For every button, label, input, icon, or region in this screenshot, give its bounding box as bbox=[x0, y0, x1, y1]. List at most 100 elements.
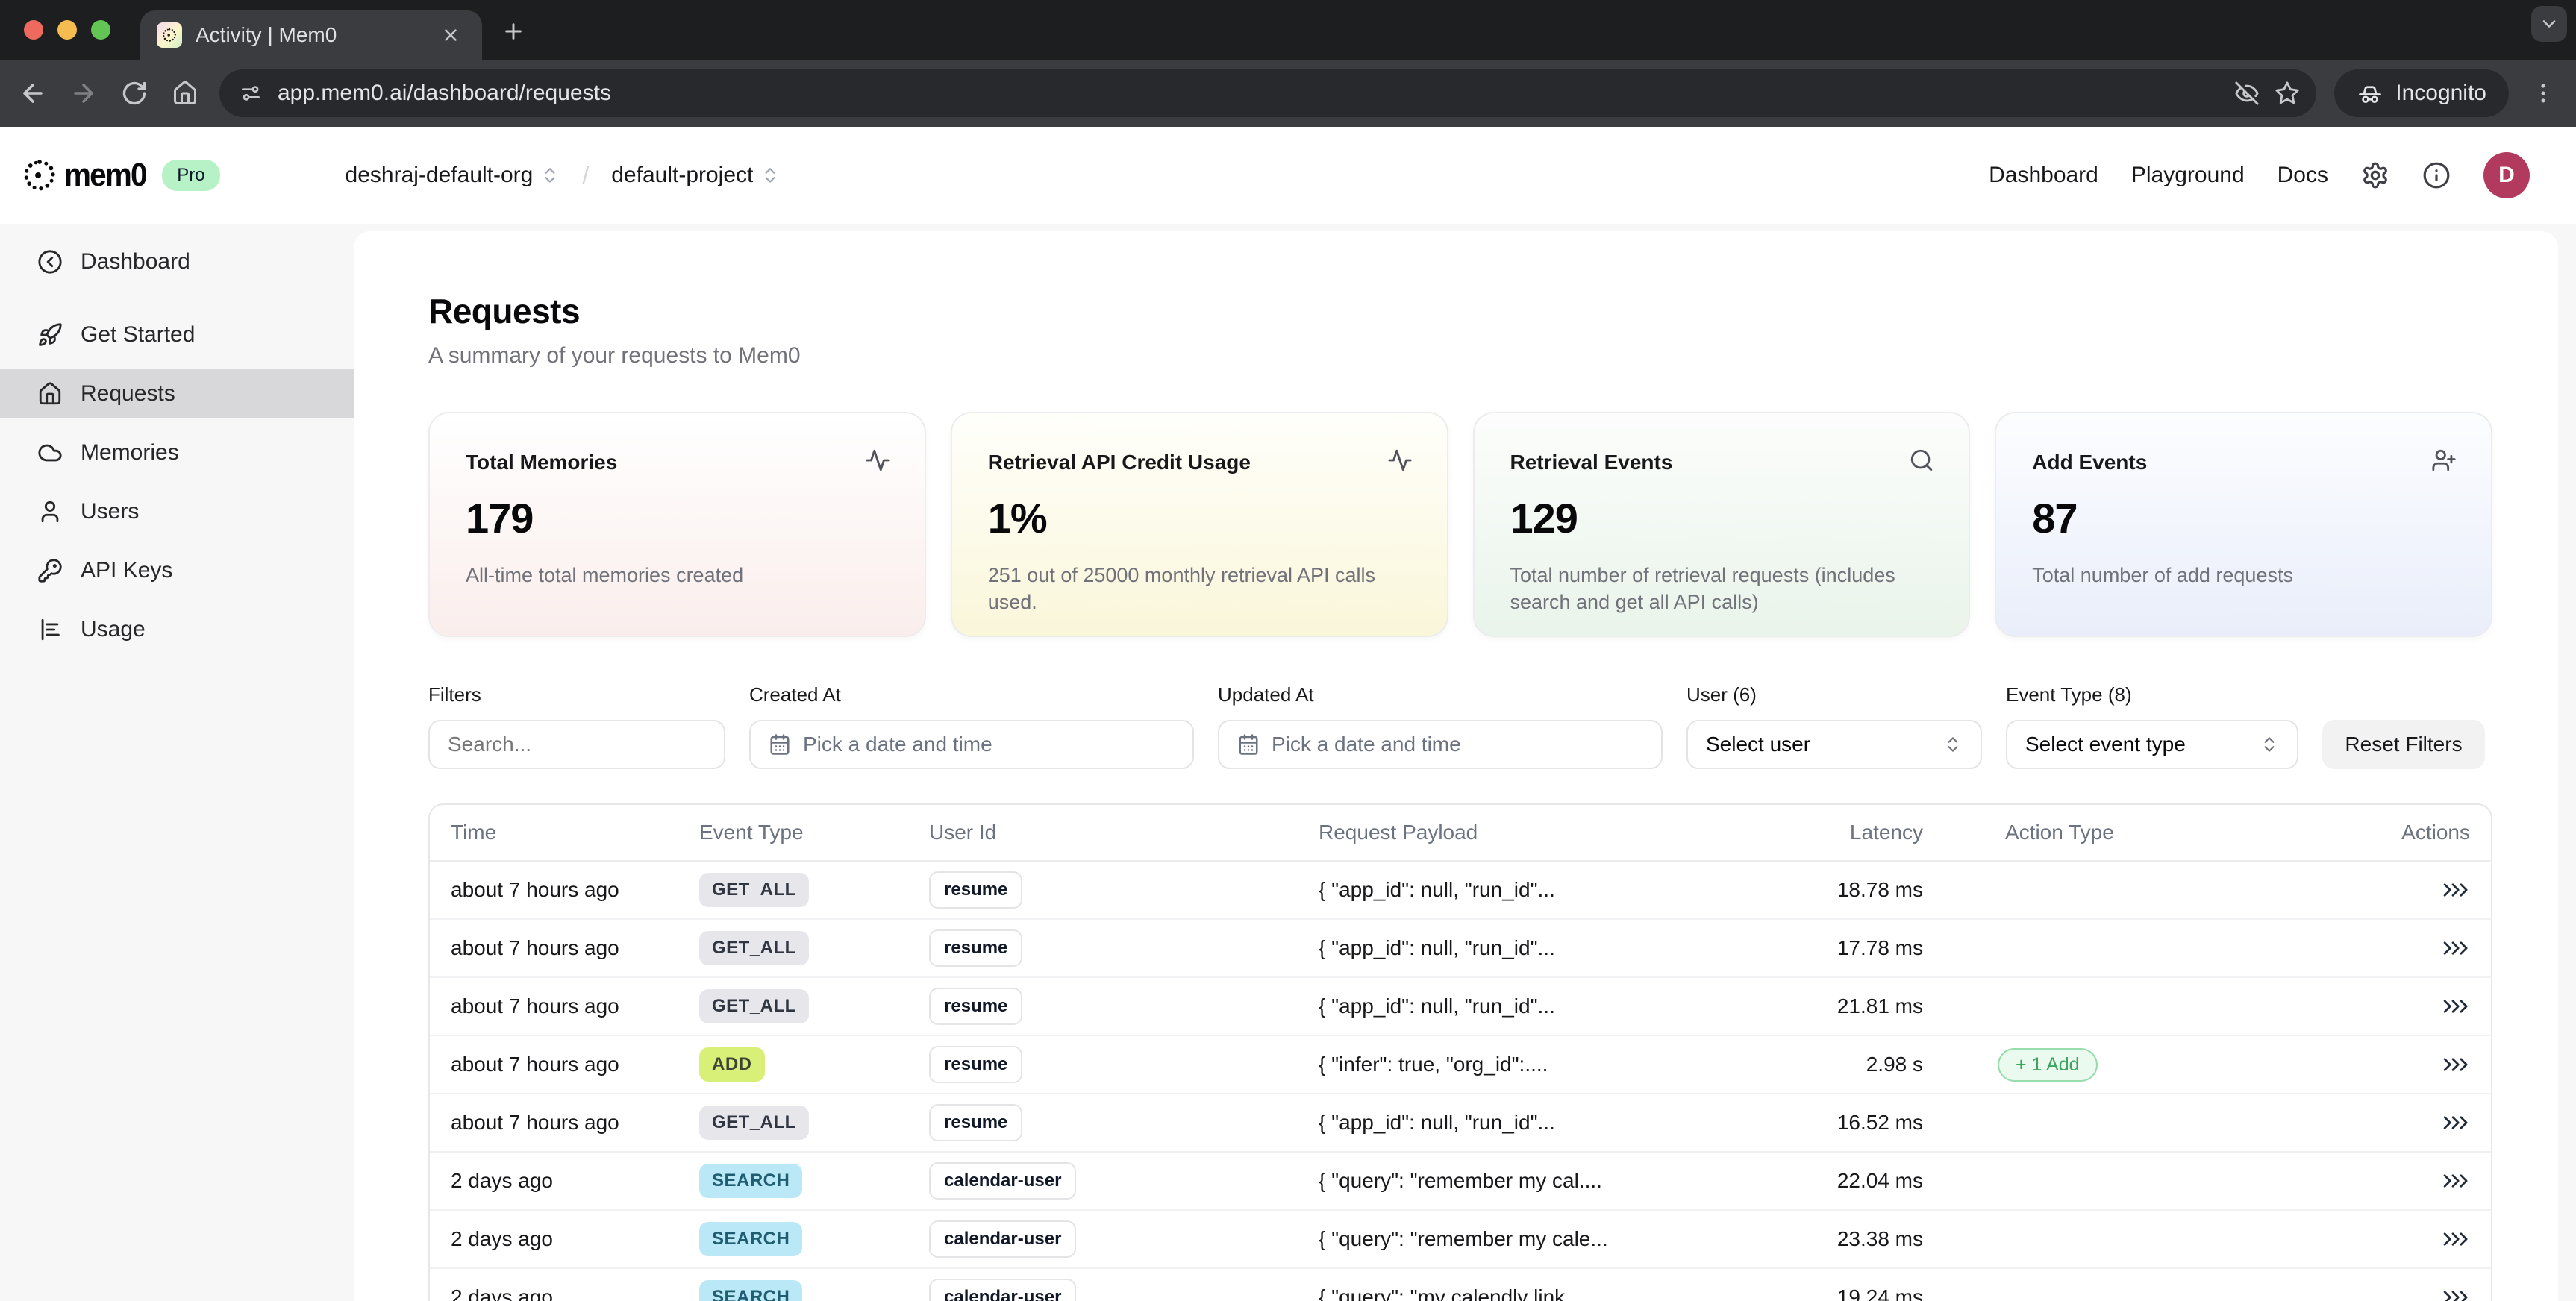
requests-table: Time Event Type User Id Request Payload … bbox=[428, 803, 2492, 1301]
app-header: mem0 Pro deshraj-default-org / default-p… bbox=[0, 127, 2576, 224]
stat-cards: Total Memories 179 All-time total memori… bbox=[428, 412, 2492, 637]
tab-close-icon[interactable] bbox=[436, 20, 466, 50]
sidebar-item-label: Users bbox=[81, 499, 140, 524]
col-actions: Actions bbox=[2401, 821, 2470, 844]
updated-at-picker[interactable]: Pick a date and time bbox=[1218, 720, 1663, 769]
sidebar-item-requests[interactable]: Requests bbox=[0, 369, 354, 418]
table-row[interactable]: about 7 hours ago GET_ALL resume { "app_… bbox=[430, 920, 2491, 978]
org-selector[interactable]: deshraj-default-org bbox=[346, 163, 560, 188]
address-bar[interactable]: app.mem0.ai/dashboard/requests bbox=[219, 69, 2317, 117]
nav-playground[interactable]: Playground bbox=[2130, 163, 2245, 187]
search-input[interactable] bbox=[428, 720, 725, 769]
url-text[interactable]: app.mem0.ai/dashboard/requests bbox=[278, 81, 611, 105]
project-selector[interactable]: default-project bbox=[611, 163, 780, 188]
gear-icon[interactable] bbox=[2361, 161, 2389, 189]
sidebar-item-memories[interactable]: Memories bbox=[0, 428, 354, 477]
updated-at-label: Updated At bbox=[1218, 683, 1314, 706]
incognito-icon bbox=[2357, 80, 2383, 107]
row-actions-icon[interactable] bbox=[2242, 937, 2470, 959]
created-at-placeholder: Pick a date and time bbox=[803, 733, 992, 756]
key-icon bbox=[37, 558, 63, 583]
bookmark-star-icon[interactable] bbox=[2275, 81, 2300, 106]
sidebar-item-api-keys[interactable]: API Keys bbox=[0, 546, 354, 595]
maximize-window-button[interactable] bbox=[91, 20, 110, 40]
event-type-badge: SEARCH bbox=[699, 1164, 803, 1198]
cell-payload: { "query": "remember my cale... bbox=[1319, 1227, 1608, 1250]
table-row[interactable]: 2 days ago SEARCH calendar-user { "query… bbox=[430, 1153, 2491, 1211]
info-icon[interactable] bbox=[2422, 161, 2451, 189]
incognito-label: Incognito bbox=[2395, 81, 2486, 105]
mem0-favicon bbox=[157, 22, 182, 48]
event-type-select[interactable]: Select event type bbox=[2006, 720, 2298, 769]
user-id-badge: resume bbox=[929, 929, 1023, 967]
user-select-value: Select user bbox=[1706, 733, 1811, 756]
user-id-badge: resume bbox=[929, 988, 1023, 1025]
table-row[interactable]: about 7 hours ago GET_ALL resume { "app_… bbox=[430, 1094, 2491, 1153]
cell-time: about 7 hours ago bbox=[451, 878, 619, 901]
stat-description: All-time total memories created bbox=[466, 564, 744, 586]
user-filter-label: User (6) bbox=[1686, 683, 1757, 706]
action-type-badge[interactable]: + 1 Add bbox=[1998, 1047, 2098, 1082]
cell-latency: 18.78 ms bbox=[1836, 878, 1923, 901]
circle-chevron-left-icon bbox=[37, 249, 63, 275]
table-row[interactable]: 2 days ago SEARCH calendar-user { "query… bbox=[430, 1269, 2491, 1301]
cell-latency: 22.04 ms bbox=[1836, 1169, 1923, 1192]
table-row[interactable]: about 7 hours ago ADD resume { "infer": … bbox=[430, 1036, 2491, 1094]
reload-icon[interactable] bbox=[118, 77, 151, 110]
browser-tab[interactable]: Activity | Mem0 bbox=[140, 10, 482, 60]
browser-toolbar: app.mem0.ai/dashboard/requests Incognito bbox=[0, 60, 2576, 127]
cell-latency: 2.98 s bbox=[1866, 1053, 1923, 1076]
table-row[interactable]: about 7 hours ago GET_ALL resume { "app_… bbox=[430, 862, 2491, 920]
new-tab-button[interactable] bbox=[501, 19, 525, 43]
row-actions-icon[interactable] bbox=[2242, 1228, 2470, 1250]
created-at-picker[interactable]: Pick a date and time bbox=[749, 720, 1194, 769]
forward-icon[interactable] bbox=[67, 77, 100, 110]
chevrons-up-down-icon bbox=[540, 166, 560, 185]
cloud-icon bbox=[37, 440, 63, 465]
row-actions-icon[interactable] bbox=[2242, 1286, 2470, 1301]
nav-dashboard[interactable]: Dashboard bbox=[1989, 163, 2098, 187]
sidebar-item-get-started[interactable]: Get Started bbox=[0, 310, 354, 360]
sidebar-item-usage[interactable]: Usage bbox=[0, 605, 354, 654]
nav-docs[interactable]: Docs bbox=[2277, 163, 2328, 187]
eye-off-icon[interactable] bbox=[2234, 81, 2260, 106]
avatar[interactable]: D bbox=[2483, 152, 2530, 198]
tab-search-button[interactable] bbox=[2531, 6, 2567, 42]
sidebar-item-dashboard[interactable]: Dashboard bbox=[0, 237, 354, 286]
table-row[interactable]: about 7 hours ago GET_ALL resume { "app_… bbox=[430, 978, 2491, 1036]
cell-latency: 23.38 ms bbox=[1836, 1227, 1923, 1250]
user-select[interactable]: Select user bbox=[1686, 720, 1982, 769]
row-actions-icon[interactable] bbox=[2242, 995, 2470, 1018]
rocket-icon bbox=[37, 322, 63, 348]
minimize-window-button[interactable] bbox=[57, 20, 77, 40]
row-actions-icon[interactable] bbox=[2242, 1112, 2470, 1134]
close-window-button[interactable] bbox=[24, 20, 43, 40]
stat-card-total-memories: Total Memories 179 All-time total memori… bbox=[428, 412, 926, 637]
browser-menu-icon[interactable] bbox=[2527, 77, 2560, 110]
stat-title: Add Events bbox=[2032, 451, 2148, 474]
col-request-payload: Request Payload bbox=[1319, 821, 1478, 844]
site-info-icon[interactable] bbox=[239, 81, 263, 105]
back-icon[interactable] bbox=[16, 77, 49, 110]
page-subtitle: A summary of your requests to Mem0 bbox=[428, 343, 801, 368]
row-actions-icon[interactable] bbox=[2242, 1053, 2470, 1076]
sidebar-item-label: Usage bbox=[81, 617, 146, 642]
table-row[interactable]: 2 days ago SEARCH calendar-user { "query… bbox=[430, 1211, 2491, 1269]
cell-payload: { "query": "my calendly link... bbox=[1319, 1285, 1583, 1301]
plan-badge: Pro bbox=[162, 160, 220, 191]
filters-bar: Filters Created At Pick a date and time … bbox=[428, 683, 2492, 769]
home-icon[interactable] bbox=[169, 77, 201, 110]
filters-label: Filters bbox=[428, 683, 481, 706]
project-name: default-project bbox=[611, 163, 754, 187]
row-actions-icon[interactable] bbox=[2242, 879, 2470, 901]
user-id-badge: resume bbox=[929, 871, 1023, 909]
browser-tab-strip: Activity | Mem0 bbox=[0, 0, 2576, 60]
reset-filters-button[interactable]: Reset Filters bbox=[2322, 720, 2485, 769]
page-title: Requests bbox=[428, 292, 581, 330]
brand[interactable]: mem0 Pro bbox=[22, 157, 220, 194]
event-type-filter-label: Event Type (8) bbox=[2006, 683, 2132, 706]
sidebar-item-users[interactable]: Users bbox=[0, 487, 354, 536]
row-actions-icon[interactable] bbox=[2242, 1170, 2470, 1192]
sidebar-item-label: Get Started bbox=[81, 322, 196, 347]
col-time: Time bbox=[451, 821, 497, 844]
